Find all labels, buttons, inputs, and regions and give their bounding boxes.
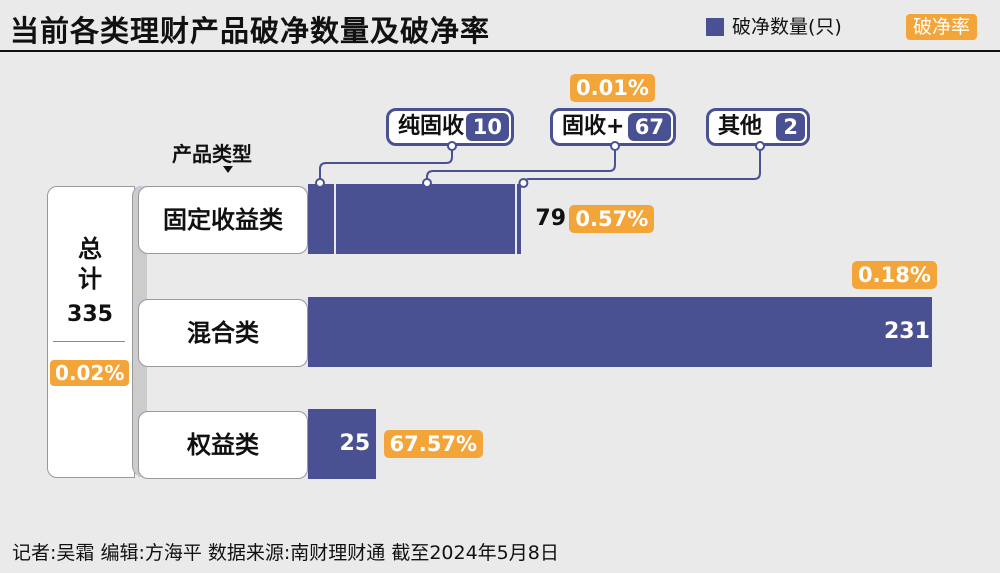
bar-segment-divider [334,184,336,254]
connector-dot [610,141,620,151]
connector-dot [447,141,457,151]
rate-label: 0.18% [852,261,937,289]
sub-type-count: 67 [627,113,671,141]
category-axis-label: 产品类型 [172,142,252,166]
connector-line [426,146,616,183]
connector-line [319,146,453,183]
category-label: 混合类 [138,299,308,367]
bar-value-label: 25 [339,431,371,456]
total-divider [53,341,125,342]
sub-type-pill: 纯固收 10 [386,108,514,146]
bar-2 [308,297,932,367]
bar-segment-divider [515,184,517,254]
sub-type-name: 其他 [718,114,763,139]
connector-dot [422,178,433,188]
connector-dot [755,141,765,151]
total-label-char: 计 [78,265,102,293]
sub-rate-label: 0.01% [570,74,655,102]
bar-1 [308,184,522,254]
legend-label-rate: 破净率 [906,14,978,40]
chart-title: 当前各类理财产品破净数量及破净率 [10,14,491,48]
total-label: 总计 [47,234,133,294]
sub-type-count: 10 [465,113,509,141]
total-label-char: 总 [78,235,102,263]
bar-value-label: 231 [884,319,930,344]
connector-line [522,146,761,186]
footer-credits: 记者:吴霜 编辑:方海平 数据来源:南财理财通 截至2024年5月8日 [12,542,559,564]
title-divider [0,50,1000,52]
rate-label: 67.57% [383,430,483,458]
total-value: 335 [67,302,113,327]
sub-type-count: 2 [776,113,805,141]
bar-value-label: 79 [535,206,567,231]
connector-dot [315,178,325,188]
down-arrow-icon [223,166,233,173]
legend-swatch-count [706,18,724,36]
legend-label-count: 破净数量(只) [732,16,842,38]
sub-type-name: 固收+ [562,114,625,139]
connector-dot [518,178,529,188]
category-label: 固定收益类 [138,186,308,254]
bar-3 [308,409,376,479]
total-rate-badge: 0.02% [50,360,130,386]
category-label: 权益类 [138,411,308,479]
rate-label: 0.57% [569,205,655,233]
sub-type-name: 纯固收 [398,114,465,139]
